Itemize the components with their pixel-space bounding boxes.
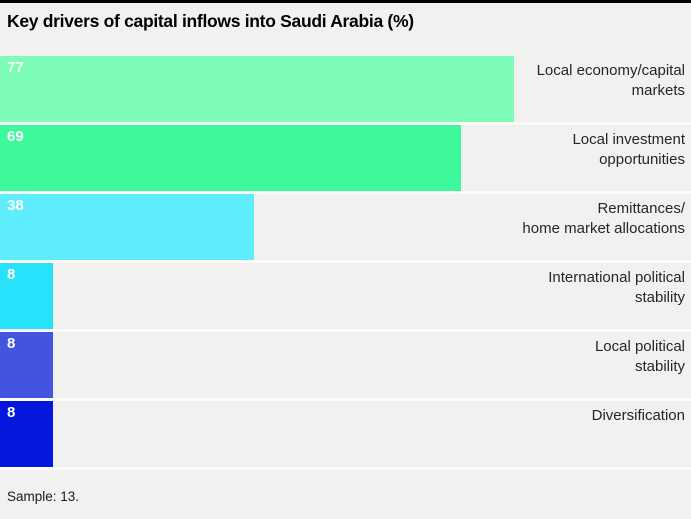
bar-row: 77 Local economy/capital markets (0, 56, 691, 125)
bar-category-label: Local economy/capital markets (536, 62, 685, 99)
bar-chart: 77 Local economy/capital markets 69 Loca… (0, 56, 691, 470)
bar-category-label: Remittances/ home market allocations (522, 200, 685, 237)
bar-category-label: International political stability (548, 269, 685, 306)
bar-value-label: 77 (7, 59, 24, 76)
bar-remittances: 38 (0, 194, 254, 260)
bar-category-label: Local investment opportunities (572, 131, 685, 168)
bar-value-label: 69 (7, 128, 24, 145)
bar-row: 38 Remittances/ home market allocations (0, 194, 691, 263)
bar-diversification: 8 (0, 401, 53, 467)
bar-row: 8 International political stability (0, 263, 691, 332)
bar-value-label: 38 (7, 197, 24, 214)
bar-category-label: Diversification (591, 407, 685, 424)
bar-value-label: 8 (7, 266, 16, 283)
bar-international-political-stability: 8 (0, 263, 53, 329)
bar-local-political-stability: 8 (0, 332, 53, 398)
bar-row: 8 Local political stability (0, 332, 691, 401)
chart-title: Key drivers of capital inflows into Saud… (7, 11, 414, 31)
bar-row: 69 Local investment opportunities (0, 125, 691, 194)
sample-note: Sample: 13. (7, 489, 80, 504)
bar-local-economy: 77 (0, 56, 514, 122)
bar-local-investment: 69 (0, 125, 461, 191)
bar-value-label: 8 (7, 404, 16, 421)
bar-category-label: Local political stability (594, 338, 685, 375)
bar-row: 8 Diversification (0, 401, 691, 470)
bar-value-label: 8 (7, 335, 16, 352)
